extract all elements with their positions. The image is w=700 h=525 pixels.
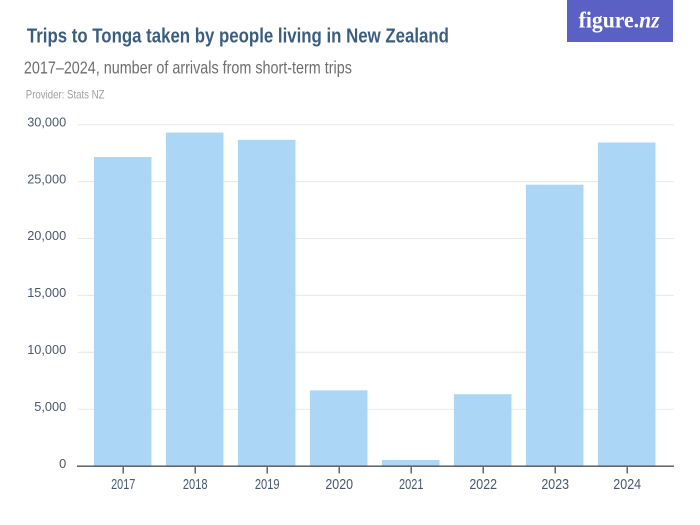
svg-text:2017–2024, number of arrivals: 2017–2024, number of arrivals from short… bbox=[24, 58, 352, 78]
svg-text:2023: 2023 bbox=[541, 476, 569, 493]
svg-text:0: 0 bbox=[59, 456, 66, 471]
svg-text:25,000: 25,000 bbox=[27, 171, 66, 186]
svg-text:2017: 2017 bbox=[111, 476, 135, 493]
svg-text:Trips to Tonga taken by people: Trips to Tonga taken by people living in… bbox=[27, 26, 449, 48]
svg-text:2022: 2022 bbox=[469, 476, 497, 493]
svg-text:2024: 2024 bbox=[613, 476, 641, 493]
svg-text:2020: 2020 bbox=[325, 476, 353, 493]
svg-text:15,000: 15,000 bbox=[27, 285, 66, 300]
svg-text:figure.nz: figure.nz bbox=[579, 7, 660, 32]
svg-text:5,000: 5,000 bbox=[34, 399, 66, 414]
svg-text:2018: 2018 bbox=[183, 476, 208, 493]
svg-text:20,000: 20,000 bbox=[27, 228, 66, 243]
svg-text:Provider: Stats NZ: Provider: Stats NZ bbox=[26, 88, 105, 102]
svg-text:2019: 2019 bbox=[255, 476, 280, 493]
svg-text:30,000: 30,000 bbox=[27, 114, 66, 129]
svg-text:10,000: 10,000 bbox=[27, 342, 66, 357]
svg-text:2021: 2021 bbox=[399, 476, 424, 493]
